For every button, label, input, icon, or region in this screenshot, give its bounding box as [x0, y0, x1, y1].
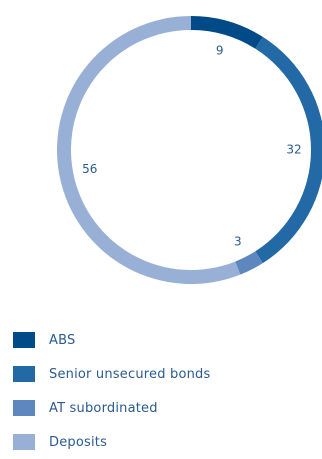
slice-label-deposits: 56: [82, 162, 97, 176]
slice-at-subordinated: [235, 251, 263, 275]
legend-label: ABS: [49, 332, 76, 348]
donut-slices: [57, 16, 322, 284]
slice-senior-unsecured-bonds: [255, 36, 322, 264]
slice-label-at-subordinated: 3: [234, 234, 242, 248]
legend-swatch: [13, 434, 35, 450]
legend-swatch: [13, 400, 35, 416]
legend-item-abs: ABS: [13, 323, 210, 357]
slice-label-abs: 9: [216, 44, 224, 58]
legend-label: AT subordinated: [49, 400, 158, 416]
slice-labels: 9 32 3 56: [82, 44, 301, 249]
legend-item-at-subordinated: AT subordinated: [13, 391, 210, 425]
legend-swatch: [13, 332, 35, 348]
legend-item-senior-unsecured-bonds: Senior unsecured bonds: [13, 357, 210, 391]
slice-deposits: [57, 16, 241, 284]
legend-label: Senior unsecured bonds: [49, 366, 211, 382]
legend-item-deposits: Deposits: [13, 425, 210, 459]
donut-chart: 9 32 3 56: [57, 16, 322, 284]
legend-swatch: [13, 366, 35, 382]
slice-label-senior-unsecured-bonds: 32: [286, 143, 301, 157]
legend-label: Deposits: [49, 434, 108, 450]
slice-abs: [191, 16, 263, 49]
chart-legend: ABS Senior unsecured bonds AT subordinated…: [13, 323, 210, 459]
